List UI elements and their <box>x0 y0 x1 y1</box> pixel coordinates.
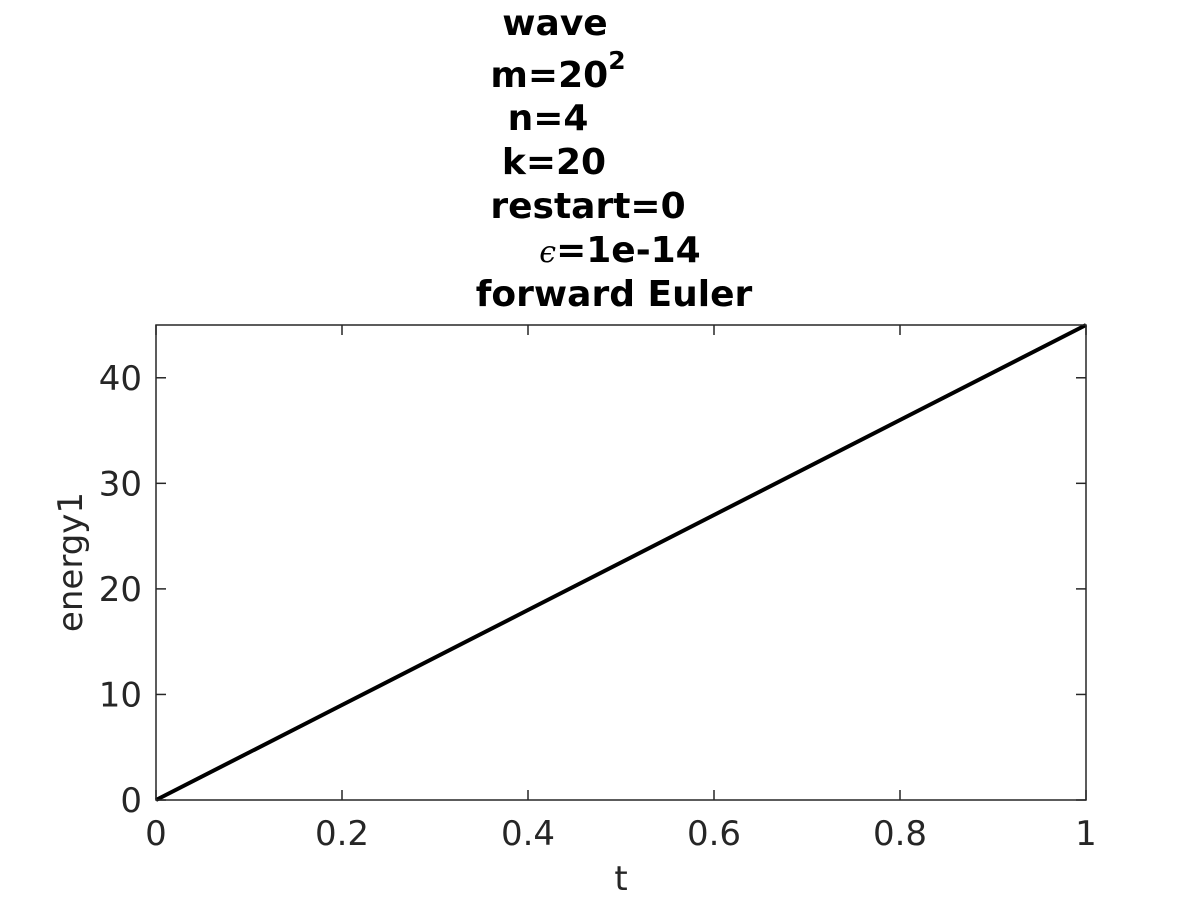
x-tick-label: 0.6 <box>687 814 741 854</box>
y-tick-label: 30 <box>99 464 142 504</box>
chart-title: wave m=202 n=4 k=20 restart=0 ϵ=1e-14 fo… <box>476 3 753 315</box>
title-m-value: m=20 <box>490 55 608 96</box>
title-epsilon-value: =1e-14 <box>556 230 701 271</box>
title-line-3: n=4 <box>508 98 589 139</box>
y-tick-label: 40 <box>99 359 142 399</box>
x-axis-label: t <box>614 859 627 899</box>
title-line-7: forward Euler <box>476 274 753 315</box>
y-tick-label: 10 <box>99 675 142 715</box>
series-group <box>155 323 1087 802</box>
x-tick-label: 0.2 <box>315 814 369 854</box>
title-line-4: k=20 <box>502 142 606 183</box>
title-line-5: restart=0 <box>490 186 685 227</box>
y-tick-label: 0 <box>120 781 142 821</box>
x-tick-label: 0.4 <box>501 814 555 854</box>
title-line-2: m=202 <box>490 46 625 96</box>
title-line-6: ϵ=1e-14 <box>539 230 700 271</box>
axes-box <box>155 324 1087 801</box>
title-m-exponent: 2 <box>608 46 625 75</box>
x-tick-label: 1 <box>1075 814 1097 854</box>
x-tick-label: 0.8 <box>873 814 927 854</box>
title-line-1: wave <box>502 3 607 44</box>
y-tick-labels: 0 10 20 30 40 <box>99 359 142 821</box>
x-tick-labels: 0 0.2 0.4 0.6 0.8 1 <box>145 814 1097 854</box>
series-line <box>155 323 1087 802</box>
epsilon-symbol: ϵ <box>539 235 556 270</box>
y-axis-label: energy1 <box>51 492 91 632</box>
x-tick-label: 0 <box>145 814 167 854</box>
y-tick-label: 20 <box>99 570 142 610</box>
